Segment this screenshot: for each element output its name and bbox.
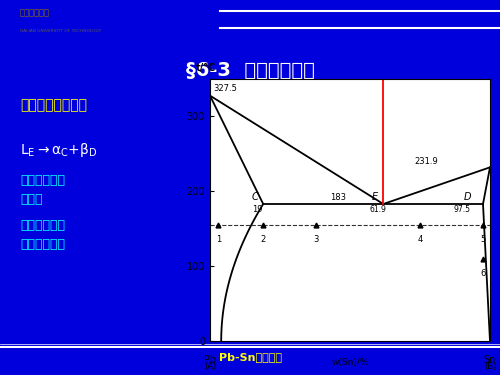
Text: 61.9: 61.9 (370, 205, 386, 214)
Text: 231.9: 231.9 (414, 158, 438, 166)
Text: 大连理工大学: 大连理工大学 (20, 8, 50, 17)
Text: §6-3  共晶合金结晶: §6-3 共晶合金结晶 (186, 60, 314, 80)
Text: Pb-Sn二元相图: Pb-Sn二元相图 (218, 352, 282, 362)
Text: D: D (464, 192, 471, 202)
Text: C: C (252, 192, 258, 202)
Text: 327.5: 327.5 (213, 84, 236, 93)
Text: 1: 1 (216, 235, 221, 244)
Text: DALIAN UNIVERSITY OF TECHNOLOGY: DALIAN UNIVERSITY OF TECHNOLOGY (20, 29, 101, 33)
Text: t/°C: t/°C (196, 63, 216, 73)
Text: (B): (B) (484, 362, 496, 371)
Text: 183: 183 (330, 193, 346, 202)
Text: 4: 4 (418, 235, 422, 244)
Text: E: E (372, 192, 378, 202)
Text: 2: 2 (260, 235, 266, 244)
Text: 共晶组织如何
形成、长大？: 共晶组织如何 形成、长大？ (20, 219, 65, 251)
Text: 这一转变如何
进行？: 这一转变如何 进行？ (20, 174, 65, 206)
Text: 3: 3 (314, 235, 319, 244)
Text: 6: 6 (480, 268, 486, 278)
Text: 19: 19 (252, 205, 263, 214)
Text: (A): (A) (204, 362, 216, 371)
Bar (215, 0, 500, 40)
Text: Pb: Pb (204, 355, 216, 365)
Text: w(Sn)/%: w(Sn)/% (331, 358, 369, 367)
Text: 一、共晶转变机制: 一、共晶转变机制 (20, 98, 87, 112)
Text: 97.5: 97.5 (454, 205, 470, 214)
Text: $\mathrm{L_E{\rightarrow}\alpha_C{+}\beta_D}$: $\mathrm{L_E{\rightarrow}\alpha_C{+}\bet… (20, 141, 98, 159)
Text: 5: 5 (480, 235, 486, 244)
Text: Sn: Sn (484, 355, 496, 365)
